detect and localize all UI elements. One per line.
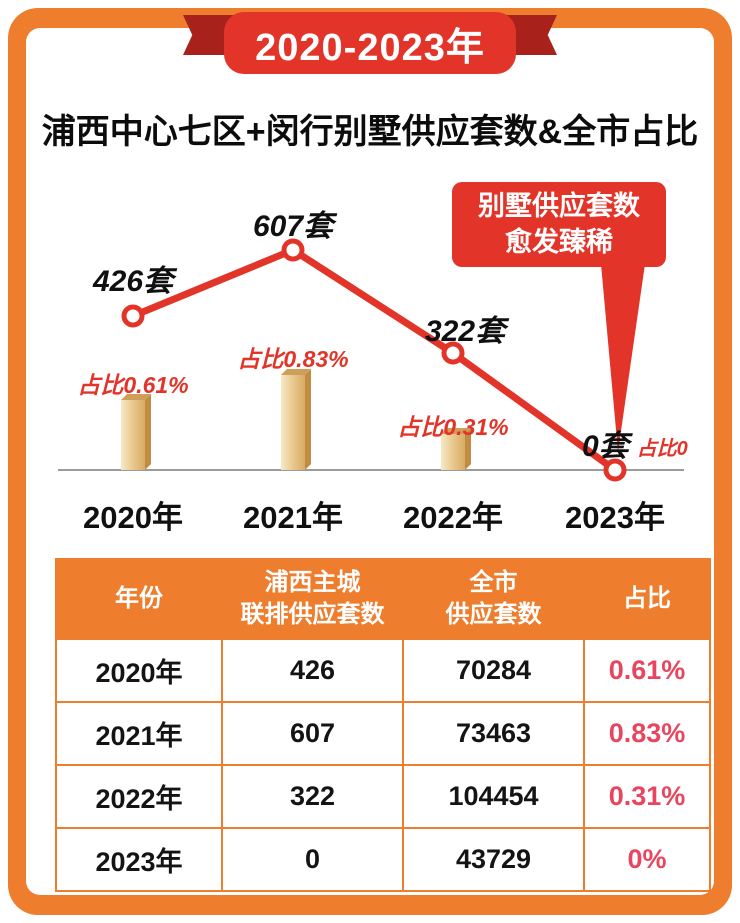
cell-year: 2023年 xyxy=(55,827,223,892)
bar-label-2021: 占比0.83% xyxy=(237,346,349,372)
bar-label-2022: 占比0.31% xyxy=(397,414,509,440)
point-label-2023: 0套 占比0 xyxy=(582,421,688,465)
cell-ratio: 0.31% xyxy=(583,764,711,829)
cell-puxi-count: 607 xyxy=(221,701,404,766)
cell-puxi-count: 0 xyxy=(221,827,404,892)
callout-line2: 愈发臻稀 xyxy=(505,226,613,257)
page-title: 浦西中心七区+闵行别墅供应套数&全市占比 xyxy=(41,113,699,151)
point-label-2022: 322套 xyxy=(424,315,506,348)
cell-year: 2022年 xyxy=(55,764,223,829)
cell-year: 2021年 xyxy=(55,701,223,766)
point-label-2020: 426套 xyxy=(92,265,174,298)
axis-label-2022: 2022年 xyxy=(403,500,503,535)
table-row: 2022年 322 104454 0.31% xyxy=(55,764,711,829)
cell-city-count: 43729 xyxy=(402,827,585,892)
axis-label-2020: 2020年 xyxy=(83,500,183,535)
cell-ratio: 0.61% xyxy=(583,638,711,703)
cell-city-count: 73463 xyxy=(402,701,585,766)
year-range-banner: 2020-2023年 xyxy=(224,12,516,74)
table-row: 2021年 607 73463 0.83% xyxy=(55,701,711,766)
scarcity-callout: 别墅供应套数 愈发臻稀 xyxy=(452,182,666,267)
col-header-year: 年份 xyxy=(55,558,223,640)
stats-table: 年份 浦西主城 联排供应套数 全市 供应套数 占比 2020年 426 7028… xyxy=(55,558,711,892)
col-header-city-count: 全市 供应套数 xyxy=(402,558,585,640)
year-range-label: 2020-2023年 xyxy=(255,26,485,69)
point-label-2021: 607套 xyxy=(252,210,334,243)
cell-puxi-count: 426 xyxy=(221,638,404,703)
col-header-puxi-count: 浦西主城 联排供应套数 xyxy=(221,558,404,640)
cell-year: 2020年 xyxy=(55,638,223,703)
axis-label-2021: 2021年 xyxy=(243,500,343,535)
point-label-2023-count: 0套 xyxy=(582,430,629,463)
callout-line1: 别墅供应套数 xyxy=(478,191,640,222)
table-header-row: 年份 浦西主城 联排供应套数 全市 供应套数 占比 xyxy=(55,558,711,640)
axis-label-2023: 2023年 xyxy=(565,500,665,535)
point-label-2023-ratio: 占比0 xyxy=(636,438,688,460)
table-row: 2023年 0 43729 0% xyxy=(55,827,711,892)
col-header-ratio: 占比 xyxy=(583,558,711,640)
cell-city-count: 70284 xyxy=(402,638,585,703)
cell-ratio: 0.83% xyxy=(583,701,711,766)
cell-ratio: 0% xyxy=(583,827,711,892)
bar-label-2020: 占比0.61% xyxy=(77,372,189,398)
cell-puxi-count: 322 xyxy=(221,764,404,829)
cell-city-count: 104454 xyxy=(402,764,585,829)
table-row: 2020年 426 70284 0.61% xyxy=(55,638,711,703)
